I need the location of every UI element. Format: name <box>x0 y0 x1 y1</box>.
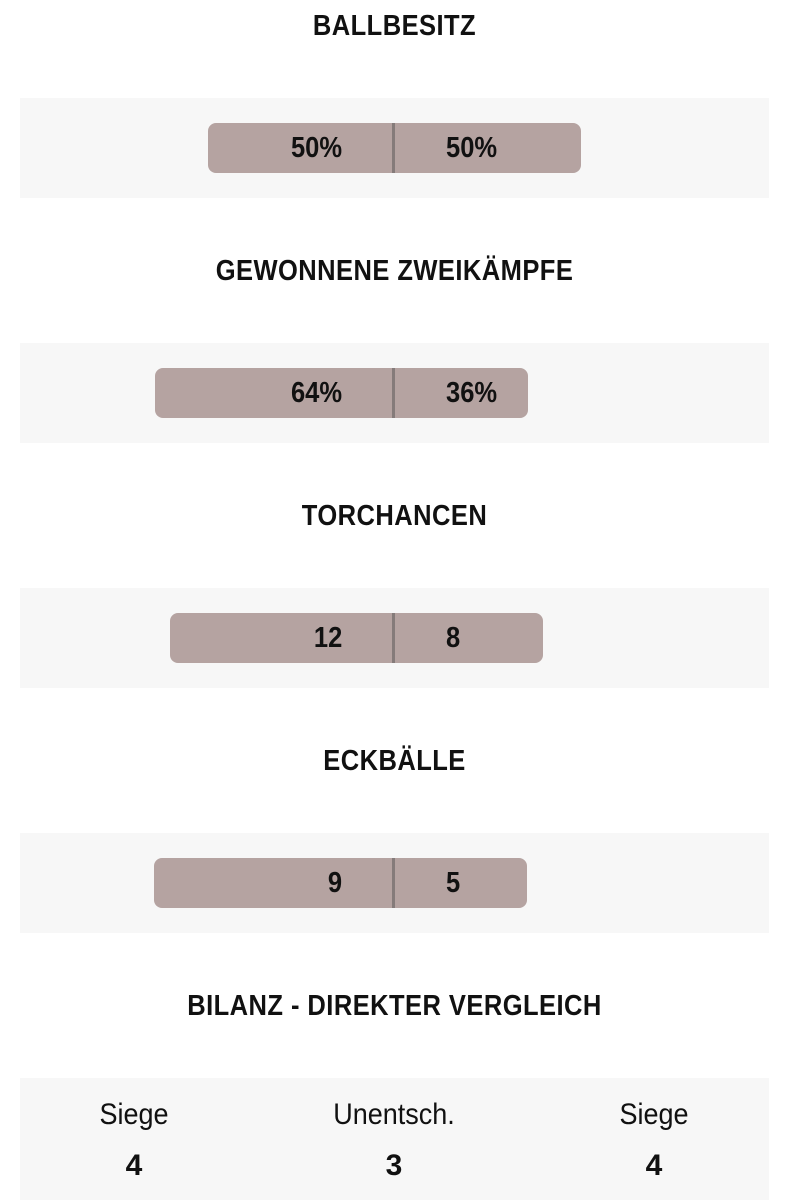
away-bar <box>394 613 544 663</box>
record-value: 3 <box>385 1149 403 1182</box>
away-bar <box>394 123 581 173</box>
bar-divider <box>392 858 395 908</box>
bar-divider <box>392 123 395 173</box>
away-value: 8 <box>446 622 461 654</box>
record-label: Unentsch. <box>333 1098 455 1131</box>
home-bar <box>170 613 394 663</box>
record-label: Siege <box>99 1098 169 1131</box>
home-bar <box>207 123 394 173</box>
record-value: 4 <box>125 1149 143 1182</box>
stat-title: GEWONNENE ZWEIKÄMPFE <box>215 255 574 287</box>
record-value: 4 <box>645 1149 663 1182</box>
stat-panel: 50% 50% <box>20 98 769 198</box>
record-label: Siege <box>619 1098 689 1131</box>
record-title: BILANZ - DIREKTER VERGLEICH <box>187 990 602 1022</box>
away-bar <box>394 368 529 418</box>
home-bar <box>154 858 394 908</box>
home-value: 9 <box>327 867 342 899</box>
bar-divider <box>392 613 395 663</box>
bar-divider <box>392 368 395 418</box>
home-bar <box>155 368 394 418</box>
stat-panel: 12 8 <box>20 588 769 688</box>
away-bar <box>394 858 528 908</box>
stat-panel: 64% 36% <box>20 343 769 443</box>
stat-title: ECKBÄLLE <box>323 745 466 777</box>
home-value: 12 <box>313 622 342 654</box>
away-value: 50% <box>446 132 498 164</box>
away-value: 36% <box>446 377 498 409</box>
stat-title: BALLBESITZ <box>312 10 477 42</box>
away-value: 5 <box>446 867 461 899</box>
home-value: 64% <box>290 377 342 409</box>
home-value: 50% <box>290 132 342 164</box>
record-panel: Siege 4 Unentsch. 3 Siege 4 <box>20 1078 769 1200</box>
stat-title: TORCHANCEN <box>301 500 488 532</box>
